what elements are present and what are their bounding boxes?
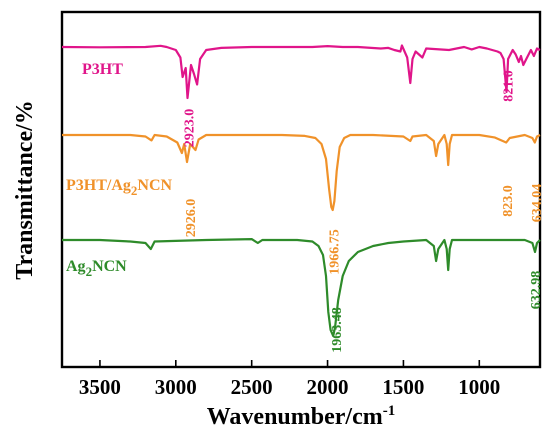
series-label-1: P3HT/Ag2NCN bbox=[66, 177, 173, 198]
plot-frame bbox=[60, 10, 542, 369]
peak-annotation-2-0: 1963.48 bbox=[330, 307, 345, 353]
x-axis-label-base: Wavenumber/cm bbox=[207, 404, 383, 430]
series-label-0: P3HT bbox=[82, 61, 123, 78]
series-line-0 bbox=[61, 44, 541, 100]
peak-annotation-1-1: 1966.75 bbox=[328, 229, 343, 275]
x-tick-label: 3000 bbox=[155, 375, 197, 399]
x-tick-label: 3500 bbox=[79, 375, 121, 399]
peak-annotation-1-2: 823.0 bbox=[501, 185, 516, 217]
peak-annotation-0-0: 2923.0 bbox=[183, 109, 198, 148]
series-label-2: Ag2NCN bbox=[66, 258, 127, 279]
x-tick-label: 2500 bbox=[231, 375, 273, 399]
y-axis-label: Transmittance/% bbox=[12, 100, 38, 280]
peak-annotation-0-1: 821.0 bbox=[502, 70, 517, 102]
peak-annotations: 2923.0 821.0 2926.0 1966.75 823.0 634.04 1963.… bbox=[183, 70, 545, 353]
x-axis-label-sup: -1 bbox=[383, 403, 396, 419]
x-axis-ticks: 3500 3000 2500 2000 1500 1000 bbox=[79, 360, 500, 399]
peak-annotation-1-0: 2926.0 bbox=[184, 199, 199, 238]
x-tick-label: 2000 bbox=[307, 375, 349, 399]
peak-annotation-1-3: 634.04 bbox=[530, 184, 545, 223]
series-line-2 bbox=[62, 238, 541, 338]
series-line-1 bbox=[62, 133, 541, 212]
x-tick-label: 1000 bbox=[458, 375, 500, 399]
peak-annotation-2-1: 632.98 bbox=[529, 271, 544, 310]
x-tick-label: 1500 bbox=[382, 375, 424, 399]
x-axis-label: Wavenumber/cm-1 bbox=[207, 403, 395, 430]
series-layer bbox=[61, 44, 541, 338]
series-labels: P3HT P3HT/Ag2NCN Ag2NCN bbox=[66, 61, 173, 279]
